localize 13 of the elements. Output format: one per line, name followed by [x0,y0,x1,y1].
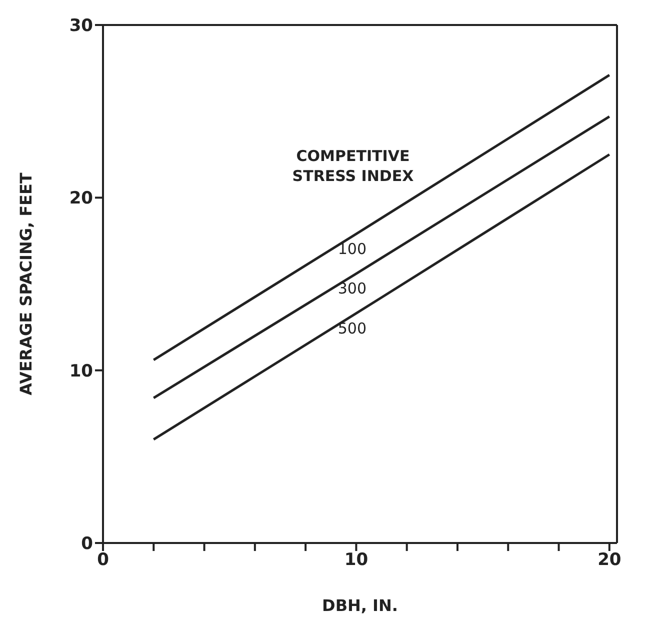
y-tick-label: 10 [69,361,94,382]
x-tick-label: 10 [344,550,368,570]
series-label: 500 [338,319,367,338]
x-tick-label: 20 [598,550,622,570]
y-tick-label: 30 [69,16,94,36]
y-tick-label: 0 [81,534,94,554]
y-tick-label: 20 [69,188,94,209]
legend-title: COMPETITIVE STRESS INDEX [291,146,415,186]
x-axis-title: DBH, IN. [322,596,398,615]
series-label: 300 [338,280,367,298]
y-axis-title: AVERAGE SPACING, FEET [16,172,36,396]
x-tick-label: 0 [97,550,110,570]
series-label: 100 [338,240,367,258]
